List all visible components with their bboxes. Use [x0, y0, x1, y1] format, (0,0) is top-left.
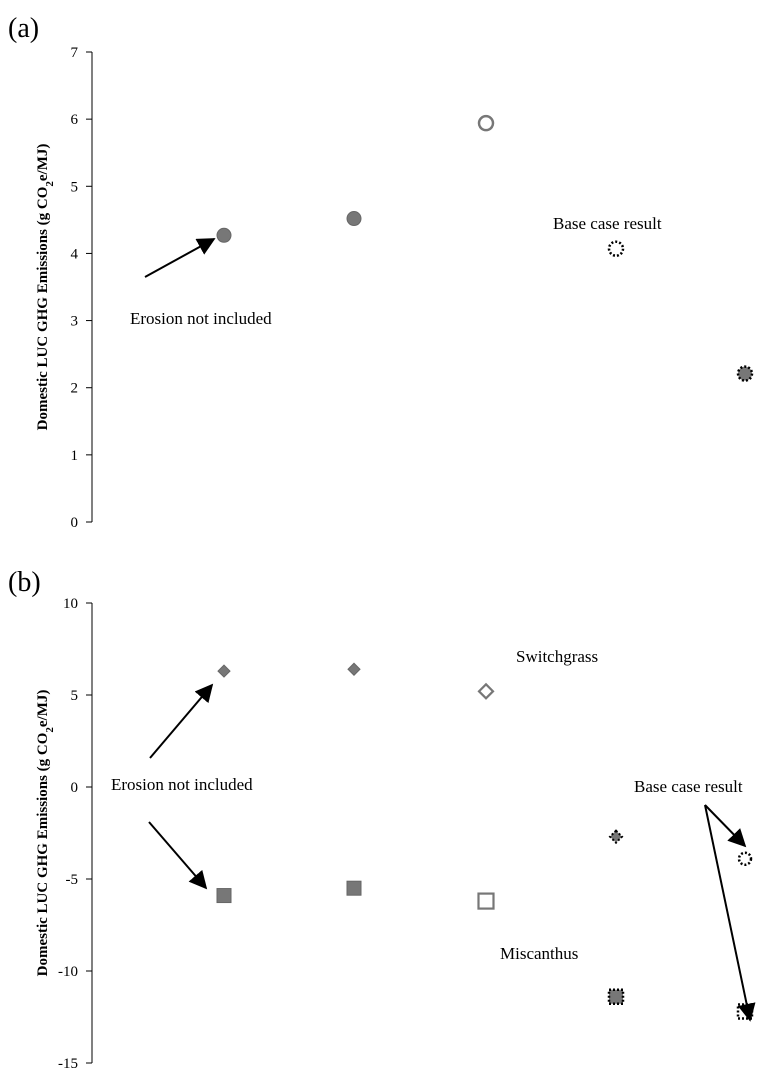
panel-b-erosion-arrow-up — [149, 683, 214, 759]
panel-a-base-case-annotation: Base case result — [553, 214, 662, 233]
series-label-miscanthus: Miscanthus — [500, 944, 578, 963]
data-point — [346, 880, 362, 896]
panel-b-base-case-arrow-switchgrass — [704, 804, 747, 848]
data-point — [216, 888, 232, 904]
y-tick-label: 4 — [71, 246, 79, 262]
data-point — [477, 682, 495, 700]
data-point — [607, 240, 625, 257]
data-point — [347, 662, 361, 676]
y-tick-label: 10 — [63, 596, 78, 612]
panel-b-erosion-arrow-down — [148, 821, 208, 890]
y-tick-label: 3 — [71, 314, 79, 330]
panel-b-label: (b) — [8, 567, 41, 598]
data-point — [608, 829, 624, 845]
y-tick-label: 2 — [71, 381, 79, 397]
y-tick-label: 1 — [71, 448, 79, 464]
panel-b-y-ticks: -15 -10 -5 0 5 10 — [58, 596, 92, 1072]
panel-a-label: (a) — [8, 13, 39, 44]
data-point — [737, 851, 753, 867]
panel-b-y-axis-title: Domestic LUC GHG Emissions (g CO2e/MJ) — [35, 690, 56, 977]
panel-a-erosion-annotation: Erosion not included — [130, 309, 272, 328]
panel-b-base-case-arrow-miscanthus — [704, 804, 756, 1022]
panel-a-y-ticks: 0 1 2 3 4 5 6 7 — [71, 45, 92, 531]
data-point — [736, 365, 754, 382]
panel-b-points — [216, 662, 754, 1020]
y-tick-label: 7 — [71, 45, 79, 61]
y-tick-label: 0 — [71, 515, 79, 531]
data-point — [607, 988, 625, 1006]
panel-a-points — [216, 114, 754, 382]
series-label-switchgrass: Switchgrass — [516, 647, 598, 666]
data-point — [346, 211, 362, 227]
panel-a-erosion-arrow — [144, 238, 216, 278]
y-tick-label: -15 — [58, 1056, 78, 1071]
data-point — [216, 227, 232, 243]
panel-b: (b) -15 -10 -5 0 5 10 Domestic LUC GHG Emissi… — [8, 567, 756, 1072]
y-tick-label: -10 — [58, 964, 78, 980]
y-tick-label: 0 — [71, 780, 79, 796]
panel-a: (a) 0 1 2 3 4 5 6 7 Domestic LUC GHG Emissions … — [8, 13, 754, 531]
data-point — [477, 114, 495, 132]
panel-b-base-case-annotation: Base case result — [634, 777, 743, 796]
y-tick-label: -5 — [66, 872, 79, 888]
y-tick-label: 5 — [71, 688, 79, 704]
data-point — [477, 892, 495, 910]
panel-b-erosion-annotation: Erosion not included — [111, 775, 253, 794]
y-tick-label: 6 — [71, 112, 79, 128]
data-point — [217, 664, 231, 678]
y-tick-label: 5 — [71, 179, 79, 195]
panel-a-y-axis-title: Domestic LUC GHG Emissions (g CO2e/MJ) — [35, 144, 56, 431]
